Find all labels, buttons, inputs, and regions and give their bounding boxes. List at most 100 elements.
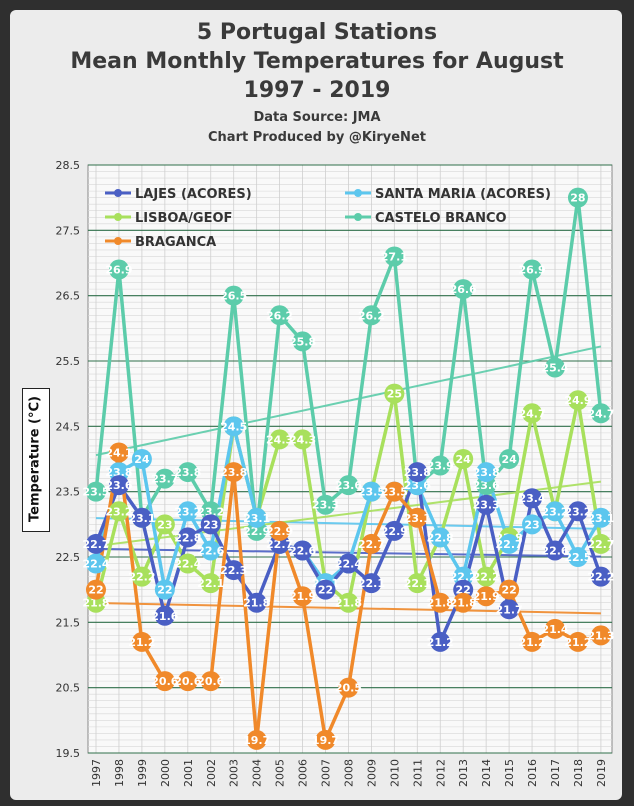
data-point [200, 671, 221, 692]
data-point [200, 573, 221, 594]
data-point [590, 507, 611, 528]
data-label: 21.9 [473, 590, 500, 603]
legend-label: CASTELO BRANCO [375, 211, 507, 226]
x-tick-label: 2000 [159, 759, 172, 787]
legend: LAJES (ACORES) SANTA MARIA (ACORES) LISBOA… [105, 187, 551, 250]
x-tick-label: 1999 [136, 759, 149, 787]
data-point [269, 429, 290, 450]
data-point [108, 259, 129, 280]
data-point [476, 586, 497, 607]
data-point [590, 625, 611, 646]
data-label: 22.7 [587, 538, 614, 551]
data-point [361, 481, 382, 502]
data-point [108, 501, 129, 522]
data-label: 22 [318, 584, 333, 597]
data-label: 22.8 [427, 531, 454, 544]
data-label: 23.5 [358, 486, 385, 499]
data-point [131, 449, 152, 469]
data-point [86, 579, 106, 600]
data-point [430, 631, 451, 652]
data-point [177, 671, 198, 692]
data-point [223, 462, 244, 483]
x-tick-label: 2008 [342, 759, 355, 787]
y-tick-label: 19.5 [56, 747, 81, 760]
data-label: 23.1 [587, 512, 614, 525]
data-label: 25.4 [541, 362, 568, 375]
x-tick-label: 2019 [595, 759, 608, 787]
data-label: 23.6 [404, 479, 431, 492]
data-point [545, 357, 565, 378]
data-label: 22.9 [381, 525, 408, 538]
data-point [338, 475, 359, 496]
data-label: 26.2 [266, 309, 293, 322]
data-label: 23 [157, 518, 172, 531]
data-label: 21.2 [128, 636, 155, 649]
data-point [361, 533, 382, 554]
data-point [384, 481, 405, 502]
data-point [430, 455, 451, 476]
data-label: 22.7 [358, 538, 385, 551]
data-point [108, 475, 129, 496]
data-label: 26.9 [518, 264, 545, 277]
data-point [338, 553, 359, 574]
data-label: 25 [387, 388, 402, 401]
data-point [590, 403, 611, 424]
data-label: 22.6 [289, 544, 316, 557]
data-point [292, 540, 313, 561]
y-tick-label: 28.5 [56, 159, 81, 172]
data-label: 22.8 [174, 531, 201, 544]
data-label: 24 [456, 453, 472, 466]
x-tick-label: 2013 [457, 759, 470, 787]
chart-credit-label: Chart Produced by @KiryeNet [208, 130, 426, 145]
data-point [590, 533, 611, 554]
data-label: 23.6 [335, 479, 362, 492]
data-point [590, 566, 611, 587]
data-label: 23.5 [82, 486, 109, 499]
data-point [246, 592, 267, 613]
trendline [95, 517, 601, 530]
data-label: 24.3 [266, 433, 293, 446]
data-point [567, 390, 588, 411]
data-label: 22 [157, 584, 172, 597]
data-point [384, 246, 405, 267]
data-label: 22.2 [473, 571, 500, 584]
legend-swatch-marker [354, 189, 362, 197]
data-point [476, 494, 497, 515]
data-label: 23.7 [151, 473, 178, 486]
data-label: 21.2 [518, 636, 545, 649]
data-point [567, 187, 588, 208]
y-tick-label: 20.5 [56, 682, 81, 695]
data-point [177, 527, 198, 548]
data-label: 24 [134, 453, 150, 466]
data-label: 22.1 [358, 577, 385, 590]
data-label: 21.8 [335, 597, 362, 610]
data-label: 22.4 [82, 558, 109, 571]
data-label: 21.8 [427, 597, 454, 610]
data-label: 23.8 [174, 466, 201, 479]
data-point [545, 501, 565, 522]
data-point [131, 507, 152, 528]
data-label: 22.3 [220, 564, 247, 577]
y-tick-label: 22.5 [56, 551, 81, 564]
data-label: 24.9 [564, 394, 591, 407]
data-label: 23.3 [473, 499, 500, 512]
data-label: 23.8 [404, 466, 431, 479]
data-label: 24 [501, 453, 517, 466]
data-label: 22.1 [404, 577, 431, 590]
data-label: 26.2 [358, 309, 385, 322]
data-point [453, 279, 474, 300]
data-label: 23.6 [473, 479, 500, 492]
data-label: 26.5 [220, 290, 247, 303]
data-label: 19.7 [243, 734, 270, 747]
x-tick-label: 2002 [205, 759, 218, 787]
data-point [545, 540, 565, 561]
data-point [453, 449, 474, 469]
data-label: 22.7 [496, 538, 523, 551]
data-point [522, 403, 543, 424]
data-label: 22.9 [266, 525, 293, 538]
data-point [338, 677, 359, 698]
x-tick-label: 2011 [411, 759, 424, 787]
data-point [86, 553, 106, 574]
data-label: 23 [203, 518, 218, 531]
